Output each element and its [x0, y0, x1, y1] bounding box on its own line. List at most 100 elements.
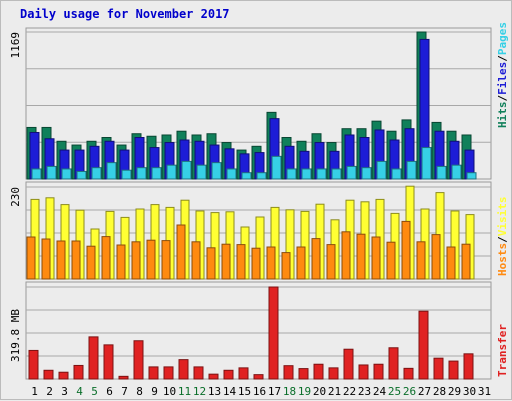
- bar-transfer-day-25: [388, 347, 399, 380]
- legend-pages: Pages: [496, 22, 509, 55]
- bar-pages-day-12: [196, 164, 207, 180]
- x-tick-label-day-20: 20: [313, 385, 326, 398]
- bar-transfer-day-29: [448, 360, 459, 380]
- bar-pages-day-11: [181, 160, 192, 180]
- bar-pages-day-4: [76, 170, 87, 180]
- bar-transfer-day-16: [253, 374, 264, 380]
- x-tick-label-day-19: 19: [298, 385, 311, 398]
- bar-transfer-day-20: [313, 363, 324, 380]
- bar-pages-day-15: [241, 172, 252, 180]
- bar-hosts-day-19: [296, 246, 306, 280]
- bar-transfer-day-3: [58, 371, 69, 380]
- bar-hosts-day-29: [446, 246, 456, 280]
- bar-transfer-day-23: [358, 364, 369, 380]
- bar-hosts-day-14: [221, 243, 231, 280]
- legend-files: Files: [496, 62, 509, 95]
- bar-pages-day-20: [316, 168, 327, 180]
- bar-hosts-day-12: [191, 241, 201, 280]
- bar-pages-day-13: [211, 162, 222, 180]
- legend-separator: /: [496, 236, 509, 243]
- bar-hosts-day-28: [431, 234, 441, 280]
- x-tick-label-day-10: 10: [163, 385, 176, 398]
- bar-transfer-day-18: [283, 365, 294, 380]
- legend-label: Hits/Files/Pages: [496, 22, 509, 128]
- bar-transfer-day-9: [148, 366, 159, 380]
- x-tick-label-day-23: 23: [358, 385, 371, 398]
- x-tick-label-day-29: 29: [448, 385, 461, 398]
- bar-pages-day-10: [166, 164, 177, 180]
- bar-pages-day-19: [301, 168, 312, 180]
- bar-transfer-day-17: [268, 286, 279, 380]
- bar-transfer-day-12: [193, 366, 204, 380]
- bar-hosts-day-2: [41, 238, 51, 280]
- bar-transfer-day-4: [73, 364, 84, 380]
- legend-visits: Visits: [496, 197, 509, 237]
- bar-hosts-day-6: [101, 236, 111, 280]
- bar-hosts-day-26: [401, 220, 411, 280]
- legend-hits: Hits: [496, 102, 509, 129]
- x-tick-label-day-18: 18: [283, 385, 296, 398]
- bar-pages-day-17: [271, 155, 282, 180]
- bar-hosts-day-24: [371, 236, 381, 280]
- x-tick-label-day-2: 2: [46, 385, 53, 398]
- x-tick-label-day-9: 9: [151, 385, 158, 398]
- bar-transfer-day-13: [208, 373, 219, 380]
- y-tick-label: 1169: [9, 32, 22, 59]
- legend-separator: /: [496, 95, 509, 102]
- x-tick-label-day-22: 22: [343, 385, 356, 398]
- bar-transfer-day-22: [343, 348, 354, 380]
- bar-hosts-day-15: [236, 244, 246, 280]
- bar-pages-day-7: [121, 169, 132, 180]
- x-tick-label-day-17: 17: [268, 385, 281, 398]
- bar-pages-day-14: [226, 168, 237, 180]
- bar-hosts-day-21: [326, 244, 336, 280]
- x-tick-label-day-27: 27: [418, 385, 431, 398]
- bar-pages-day-18: [286, 168, 297, 180]
- x-tick-label-day-12: 12: [193, 385, 206, 398]
- x-tick-label-day-24: 24: [373, 385, 387, 398]
- bar-hosts-day-5: [86, 245, 96, 280]
- chart-title: Daily usage for November 2017: [20, 7, 230, 21]
- bar-hosts-day-10: [161, 240, 171, 280]
- x-tick-label-day-25: 25: [388, 385, 401, 398]
- bar-pages-day-16: [256, 172, 267, 180]
- bar-pages-day-22: [346, 165, 357, 180]
- x-tick-label-day-28: 28: [433, 385, 446, 398]
- bar-hosts-day-7: [116, 244, 126, 280]
- bar-transfer-day-2: [43, 369, 54, 380]
- bar-hosts-day-17: [266, 246, 276, 280]
- bar-hosts-day-27: [416, 241, 426, 280]
- legend-separator: /: [496, 55, 509, 62]
- bar-transfer-day-5: [88, 336, 99, 380]
- x-tick-label-day-7: 7: [121, 385, 128, 398]
- bar-hosts-day-3: [56, 240, 66, 280]
- bar-pages-day-25: [391, 168, 402, 180]
- bar-hosts-day-9: [146, 239, 156, 280]
- x-tick-label-day-31: 31: [478, 385, 491, 398]
- bar-transfer-day-19: [298, 368, 309, 380]
- x-tick-label-day-15: 15: [238, 385, 251, 398]
- bar-hosts-day-30: [461, 243, 471, 280]
- x-tick-label-day-4: 4: [76, 385, 83, 398]
- x-tick-label-day-1: 1: [31, 385, 38, 398]
- bar-transfer-day-24: [373, 363, 384, 380]
- bar-transfer-day-26: [403, 367, 414, 380]
- bar-hosts-day-16: [251, 247, 261, 280]
- bar-transfer-day-8: [133, 340, 144, 380]
- x-tick-label-day-30: 30: [463, 385, 476, 398]
- bar-pages-day-30: [466, 172, 477, 180]
- bar-hosts-day-18: [281, 252, 291, 280]
- bar-transfer-day-14: [223, 369, 234, 380]
- x-tick-label-day-13: 13: [208, 385, 221, 398]
- bar-pages-day-3: [61, 168, 72, 180]
- legend-hosts: Hosts: [496, 243, 509, 276]
- bar-hosts-day-22: [341, 231, 351, 280]
- bar-hosts-day-25: [386, 241, 396, 280]
- x-tick-label-day-21: 21: [328, 385, 341, 398]
- bar-pages-day-26: [406, 160, 417, 180]
- bar-transfer-day-10: [163, 366, 174, 380]
- bar-transfer-day-27: [418, 310, 429, 380]
- bar-pages-day-6: [106, 162, 117, 180]
- x-tick-label-day-16: 16: [253, 385, 266, 398]
